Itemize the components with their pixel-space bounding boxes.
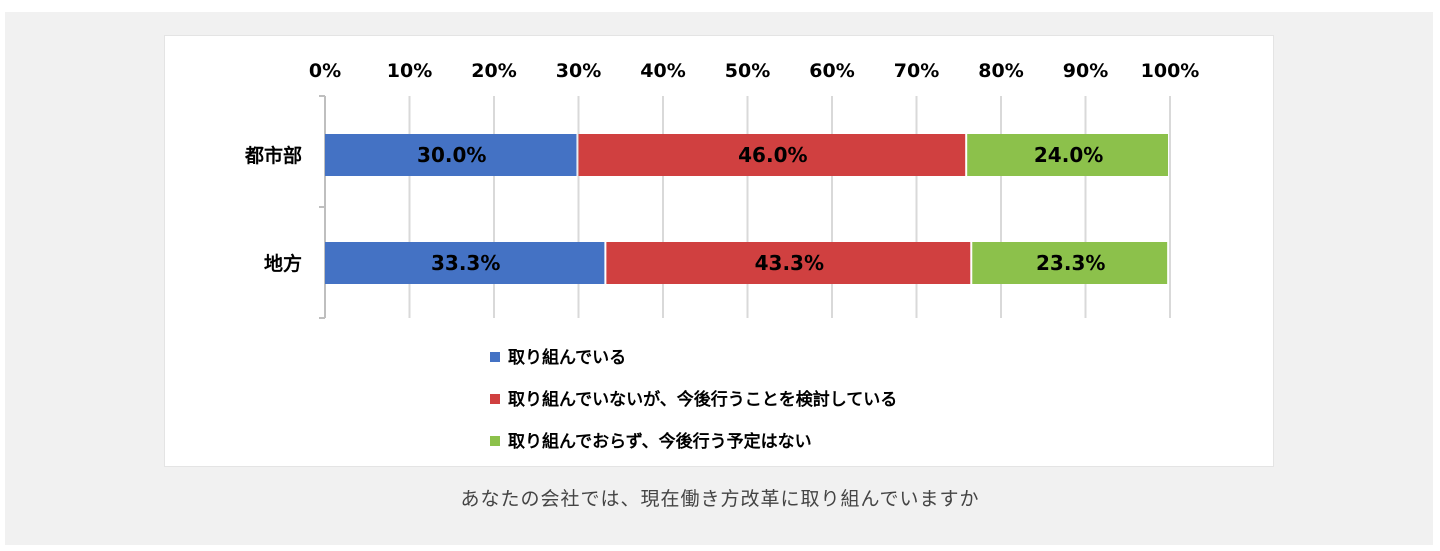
x-tick-label: 90%: [1063, 60, 1108, 82]
legend-label: 取り組んでいる: [508, 347, 626, 368]
x-tick-label: 50%: [725, 60, 770, 82]
legend-swatch: [490, 352, 500, 362]
bar-segment: [325, 242, 605, 284]
bar-segment: [578, 134, 966, 176]
legend: 取り組んでいる取り組んでいないが、今後行うことを検討している取り組んでおらず、今…: [490, 347, 897, 452]
legend-swatch: [490, 394, 500, 404]
legend-swatch: [490, 436, 500, 446]
x-tick-label: 60%: [809, 60, 854, 82]
x-tick-label: 10%: [387, 60, 432, 82]
data-label: 43.3%: [755, 251, 824, 275]
data-label: 33.3%: [431, 251, 500, 275]
data-label: 30.0%: [417, 143, 486, 167]
x-tick-label: 0%: [309, 60, 341, 82]
legend-label: 取り組んでおらず、今後行う予定はない: [508, 431, 812, 452]
axis: [319, 95, 326, 319]
bar-segment: [972, 242, 1168, 284]
chart-caption: あなたの会社では、現在働き方改革に取り組んでいますか: [460, 488, 980, 510]
category-label: 都市部: [244, 144, 302, 167]
legend-label: 取り組んでいないが、今後行うことを検討している: [508, 389, 897, 410]
data-label: 24.0%: [1034, 143, 1103, 167]
bars: [325, 134, 1168, 284]
x-tick-label: 100%: [1141, 60, 1200, 82]
x-tick-label: 80%: [978, 60, 1023, 82]
data-label: 23.3%: [1036, 251, 1105, 275]
data-labels: 30.0% 46.0% 24.0% 33.3% 43.3% 23.3%: [417, 143, 1105, 275]
x-tick-label: 40%: [640, 60, 685, 82]
grid-lines: [408, 96, 1171, 318]
x-tick-label: 30%: [556, 60, 601, 82]
category-label: 地方: [264, 252, 302, 275]
data-label: 46.0%: [738, 143, 807, 167]
x-tick-label: 70%: [894, 60, 939, 82]
x-tick-label: 20%: [471, 60, 516, 82]
bar-segment: [606, 242, 971, 284]
x-tick-labels: 0% 10% 20% 30% 40% 50% 60% 70% 80% 90% 100%: [309, 60, 1199, 82]
bar-segment: [325, 134, 577, 176]
bar-segment: [967, 134, 1168, 176]
